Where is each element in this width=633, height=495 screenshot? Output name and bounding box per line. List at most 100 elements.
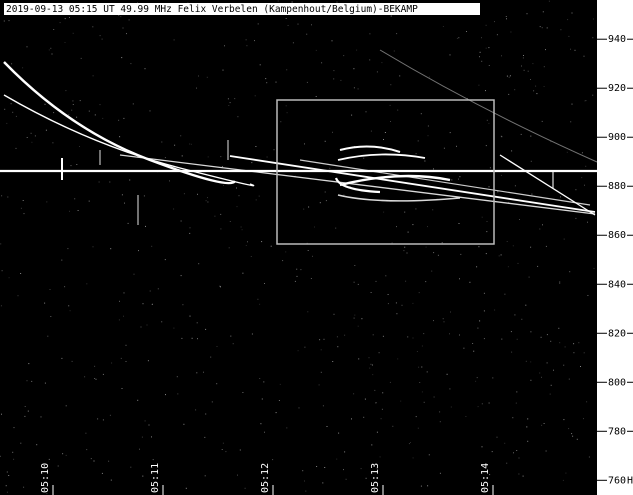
noise-dot (583, 55, 585, 57)
noise-dot (500, 174, 502, 176)
noise-dot (417, 140, 419, 142)
noise-dot (488, 122, 490, 124)
noise-dot (439, 421, 441, 423)
noise-dot (223, 185, 224, 186)
noise-dot (152, 303, 153, 305)
noise-dot (421, 391, 423, 393)
noise-dot (496, 436, 498, 438)
noise-dot (545, 49, 546, 51)
noise-dot (329, 167, 331, 169)
noise-dot (74, 198, 76, 200)
noise-dot (67, 248, 69, 250)
noise-dot (332, 131, 333, 133)
noise-dot (149, 110, 151, 112)
noise-dot (94, 378, 96, 379)
noise-dot (142, 475, 144, 477)
noise-dot (575, 189, 577, 191)
noise-dot (261, 241, 263, 243)
noise-dot (527, 70, 529, 72)
noise-dot (442, 318, 444, 320)
noise-dot (587, 221, 588, 223)
noise-dot (232, 343, 234, 345)
noise-dot (593, 267, 595, 269)
noise-dot (318, 384, 320, 386)
noise-dot (64, 286, 66, 288)
noise-dot (511, 351, 513, 353)
noise-dot (485, 253, 487, 255)
noise-dot (543, 86, 545, 87)
noise-dot (65, 454, 67, 456)
noise-dot (550, 340, 552, 342)
noise-dot (47, 335, 49, 337)
noise-dot (423, 333, 425, 335)
noise-dot (395, 302, 397, 304)
noise-dot (190, 143, 192, 145)
noise-dot (277, 0, 279, 2)
noise-dot (396, 33, 398, 35)
noise-dot (514, 89, 516, 91)
noise-dot (127, 222, 129, 224)
noise-dot (336, 458, 338, 460)
noise-dot (65, 90, 67, 92)
noise-dot (245, 245, 247, 246)
noise-dot (123, 315, 124, 317)
noise-dot (88, 110, 90, 112)
noise-dot (392, 425, 394, 427)
noise-dot (189, 143, 191, 145)
noise-dot (258, 195, 260, 197)
noise-dot (6, 471, 8, 473)
noise-dot (357, 283, 359, 285)
noise-dot (8, 277, 10, 279)
noise-dot (546, 362, 548, 364)
noise-dot (151, 436, 152, 438)
noise-dot (568, 428, 570, 430)
noise-dot (44, 302, 46, 304)
noise-dot (527, 418, 529, 420)
noise-dot (279, 383, 281, 385)
noise-dot (486, 221, 488, 222)
noise-dot (500, 254, 502, 256)
noise-dot (300, 269, 302, 271)
noise-dot (228, 247, 230, 249)
noise-dot (370, 130, 372, 132)
noise-dot (460, 253, 462, 255)
noise-dot (494, 21, 495, 23)
noise-dot (418, 366, 420, 368)
noise-dot (234, 98, 236, 100)
noise-dot (68, 305, 70, 307)
noise-dot (121, 388, 123, 389)
noise-dot (321, 62, 323, 64)
noise-dot (508, 93, 510, 95)
noise-dot (247, 241, 248, 243)
noise-dot (125, 344, 127, 346)
noise-dot (385, 275, 387, 277)
noise-dot (508, 201, 510, 203)
noise-dot (375, 402, 377, 404)
noise-dot (563, 364, 565, 366)
noise-dot (563, 238, 565, 240)
noise-dot (546, 334, 548, 336)
noise-dot (530, 331, 532, 333)
noise-dot (221, 449, 223, 450)
noise-dot (149, 290, 151, 292)
noise-dot (489, 167, 491, 169)
noise-dot (71, 360, 73, 362)
noise-dot (139, 448, 140, 450)
noise-dot (488, 47, 490, 49)
noise-dot (229, 221, 231, 222)
noise-dot (449, 388, 451, 390)
noise-dot (1, 195, 3, 197)
noise-dot (485, 90, 486, 92)
noise-dot (481, 216, 483, 218)
axis-panel (597, 0, 633, 495)
noise-dot (399, 75, 401, 77)
trace (337, 153, 426, 161)
noise-dot (506, 75, 508, 77)
noise-dot (570, 48, 571, 50)
noise-dot (563, 419, 565, 421)
x-tick-label: 05:11 (150, 463, 161, 493)
noise-dot (8, 475, 10, 476)
trace (339, 174, 451, 187)
noise-dot (322, 482, 324, 484)
noise-dot (121, 194, 123, 196)
